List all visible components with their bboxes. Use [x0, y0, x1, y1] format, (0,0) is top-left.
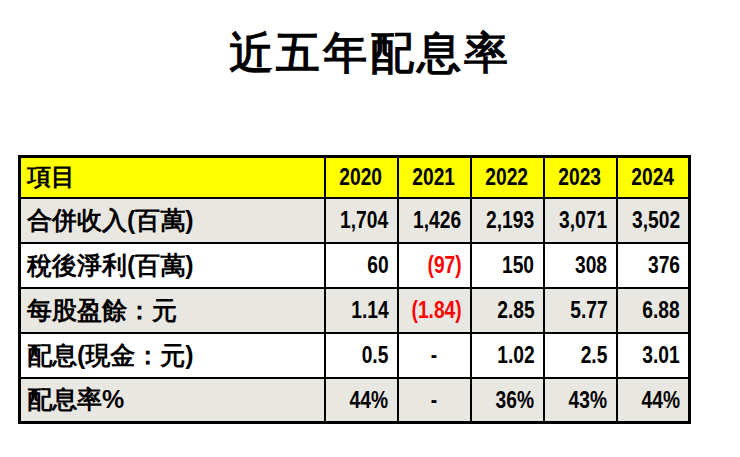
header-row: 項目20202021202220232024: [20, 157, 690, 198]
header-year-2021: 2021: [398, 157, 471, 198]
row-label: 每股盈餘：元: [20, 288, 325, 333]
cell-value: (97): [398, 243, 471, 288]
cell-value: 60: [325, 243, 398, 288]
header-item: 項目: [20, 157, 325, 198]
cell-value: -: [398, 333, 471, 378]
header-year-2022: 2022: [471, 157, 544, 198]
cell-value: -: [398, 378, 471, 423]
cell-value: 1,426: [398, 198, 471, 243]
table-row: 配息(現金：元)0.5-1.022.53.01: [20, 333, 690, 378]
header-year-2020: 2020: [325, 157, 398, 198]
cell-value: 1.02: [471, 333, 544, 378]
cell-value: 2.5: [544, 333, 617, 378]
table-row: 每股盈餘：元1.14(1.84)2.855.776.88: [20, 288, 690, 333]
cell-value: 308: [544, 243, 617, 288]
row-label: 稅後淨利(百萬): [20, 243, 325, 288]
table-row: 合併收入(百萬)1,7041,4262,1933,0713,502: [20, 198, 690, 243]
cell-value: 2.85: [471, 288, 544, 333]
cell-value: 2,193: [471, 198, 544, 243]
cell-value: 5.77: [544, 288, 617, 333]
dividend-table: 項目20202021202220232024 合併收入(百萬)1,7041,42…: [18, 155, 691, 424]
table-row: 稅後淨利(百萬)60(97)150308376: [20, 243, 690, 288]
row-label: 合併收入(百萬): [20, 198, 325, 243]
cell-value: 3.01: [617, 333, 690, 378]
cell-value: 44%: [325, 378, 398, 423]
cell-value: 1,704: [325, 198, 398, 243]
cell-value: 3,502: [617, 198, 690, 243]
cell-value: 3,071: [544, 198, 617, 243]
cell-value: 0.5: [325, 333, 398, 378]
cell-value: 376: [617, 243, 690, 288]
cell-value: 1.14: [325, 288, 398, 333]
cell-value: 44%: [617, 378, 690, 423]
row-label: 配息率%: [20, 378, 325, 423]
table-row: 配息率%44%-36%43%44%: [20, 378, 690, 423]
cell-value: 150: [471, 243, 544, 288]
row-label: 配息(現金：元): [20, 333, 325, 378]
cell-value: (1.84): [398, 288, 471, 333]
page-title: 近五年配息率: [0, 24, 740, 83]
cell-value: 6.88: [617, 288, 690, 333]
header-year-2023: 2023: [544, 157, 617, 198]
cell-value: 43%: [544, 378, 617, 423]
cell-value: 36%: [471, 378, 544, 423]
header-year-2024: 2024: [617, 157, 690, 198]
